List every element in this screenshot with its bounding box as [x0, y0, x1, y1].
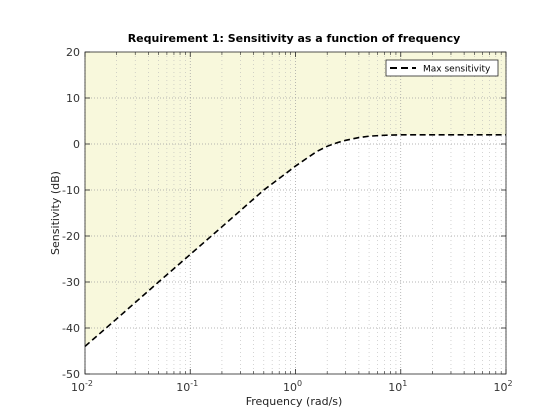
y-tick-label: 20 [66, 46, 80, 59]
legend: Max sensitivity [385, 59, 499, 77]
grid-lines [84, 52, 507, 374]
x-tick-label-exponent: 0 [297, 379, 302, 388]
tick-marks [84, 51, 507, 375]
y-tick-label: -30 [62, 276, 80, 289]
x-tick-label-base: 10 [493, 381, 507, 394]
y-tick-label: -40 [62, 322, 80, 335]
legend-box [385, 59, 499, 77]
series-layer [84, 134, 506, 348]
y-tick-labels: -50 -40 -30 -20 -10 0 10 20 [62, 46, 80, 381]
x-tick-label: 10-1 [176, 379, 198, 394]
x-axis-label: Frequency (rad/s) [246, 395, 343, 408]
y-tick-label: 10 [66, 92, 80, 105]
x-tick-label: 100 [283, 379, 302, 394]
shaded-region [85, 52, 506, 347]
y-axis-label: Sensitivity (dB) [49, 171, 62, 255]
x-tick-labels: 10-2 10-1 100 101 102 [71, 379, 513, 394]
chart-title: Requirement 1: Sensitivity as a function… [128, 32, 461, 45]
x-tick-label-base: 10 [283, 381, 297, 394]
x-tick-label: 102 [493, 379, 512, 394]
x-tick-label: 101 [388, 379, 407, 394]
x-tick-label-exponent: -2 [85, 379, 93, 388]
x-tick-label-base: 10 [388, 381, 402, 394]
y-tick-label: -20 [62, 230, 80, 243]
x-tick-label: 10-2 [71, 379, 93, 394]
series-line-max-sensitivity [84, 134, 506, 348]
x-tick-label-exponent: 1 [402, 379, 407, 388]
legend-label-max-sensitivity: Max sensitivity [423, 65, 491, 75]
y-tick-label: -10 [62, 184, 80, 197]
x-tick-label-exponent: -1 [190, 379, 198, 388]
x-tick-label-exponent: 2 [507, 379, 512, 388]
x-tick-label-base: 10 [176, 381, 190, 394]
x-tick-label-base: 10 [71, 381, 85, 394]
y-tick-label: -50 [62, 368, 80, 381]
y-tick-label: 0 [73, 138, 80, 151]
